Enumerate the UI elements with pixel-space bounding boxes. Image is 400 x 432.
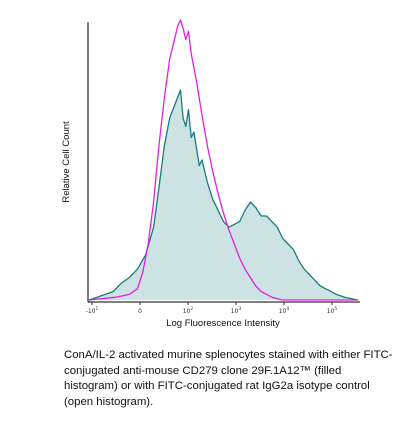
histogram-chart: -101 0 102 103 104 105 Log Fluorescence Inten… — [61, 19, 360, 329]
figure-caption: ConA/IL-2 activated murine splenocytes s… — [64, 349, 393, 408]
x-tick-exponent: 1 — [95, 306, 98, 312]
x-tick-label: 103 — [231, 306, 242, 315]
x-tick-exponent: 4 — [286, 306, 289, 312]
filled-histogram-area — [89, 90, 358, 300]
filled-histogram-line — [88, 89, 359, 301]
x-axis-title: Log Fluorescence Intensity — [166, 318, 280, 329]
x-tick-label: 102 — [183, 306, 194, 315]
x-tick-layer: -101 0 102 103 104 105 — [86, 302, 338, 315]
x-tick-label: 105 — [327, 306, 338, 315]
x-tick-exponent: 3 — [238, 306, 241, 312]
x-tick-label: -101 — [86, 306, 99, 315]
y-axis-title: Relative Cell Count — [61, 121, 72, 203]
x-tick-exponent: 5 — [334, 306, 337, 312]
x-tick-label: 104 — [279, 306, 290, 315]
series-layer — [88, 19, 359, 301]
x-tick-exponent: 2 — [190, 306, 193, 312]
open-histogram-line — [88, 19, 358, 301]
x-tick-label: 0 — [138, 308, 142, 315]
